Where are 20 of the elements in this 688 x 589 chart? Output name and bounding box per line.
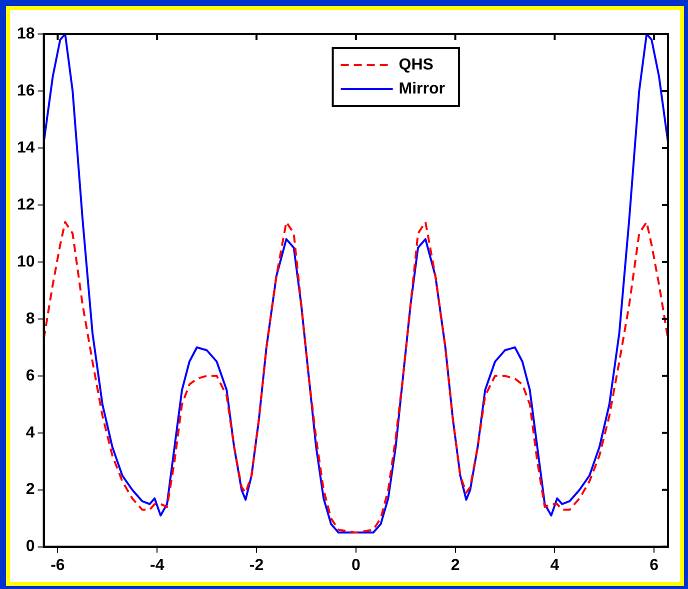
line-series [44, 221, 668, 534]
x-tick-label: 6 [650, 556, 659, 574]
x-tick-label: 4 [550, 556, 560, 574]
legend-label: QHS [398, 56, 434, 74]
y-tick-label: 0 [26, 538, 35, 556]
legend-label: Mirror [398, 80, 446, 98]
x-tick-label: -4 [150, 556, 164, 574]
y-tick-label: 6 [26, 367, 35, 384]
x-tick-label: 2 [450, 556, 460, 574]
y-tick-label: 12 [17, 196, 35, 214]
y-tick-label: 8 [26, 310, 35, 328]
y-tick-label: 2 [26, 481, 35, 498]
y-tick-label: 14 [17, 139, 35, 156]
x-tick-label: -6 [50, 556, 65, 574]
y-tick-label: 16 [17, 82, 35, 100]
x-tick-label: 0 [351, 556, 360, 574]
y-tick-label: 10 [17, 253, 35, 270]
y-tick-label: 4 [26, 424, 35, 442]
y-tick-label: 18 [17, 25, 35, 42]
x-tick-label: -2 [249, 556, 264, 574]
